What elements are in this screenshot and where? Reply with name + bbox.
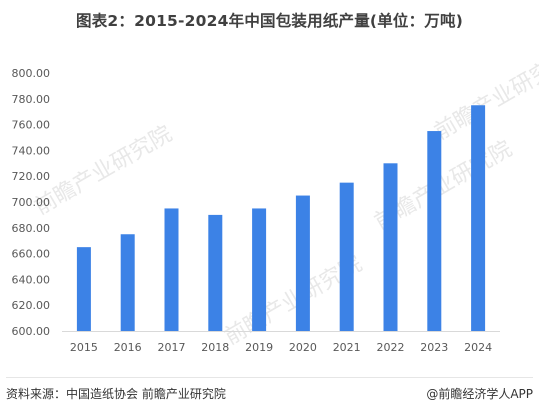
y-tick-labels: 600.00 620.00 640.00 660.00 680.00 700.00 720.… (12, 67, 51, 338)
bar-2022 (383, 163, 398, 331)
x-tick-label: 2020 (289, 341, 317, 354)
bar-2023 (427, 131, 442, 331)
x-tick-label: 2016 (114, 341, 142, 354)
bar-2015 (76, 247, 91, 331)
bar-2018 (208, 214, 223, 331)
y-tick-label: 720.00 (12, 170, 51, 183)
x-tick-label: 2017 (158, 341, 186, 354)
watermark-text: 前瞻产业研究院 (31, 122, 177, 221)
brand-credit: @前瞻经济学人APP (426, 387, 533, 401)
y-tick-label: 680.00 (12, 222, 51, 235)
x-tick-label: 2023 (420, 341, 448, 354)
bar-2017 (164, 208, 179, 331)
y-tick-label: 640.00 (12, 273, 51, 286)
x-tick-label: 2022 (377, 341, 405, 354)
bar-2024 (471, 105, 486, 331)
y-tick-label: 620.00 (12, 299, 51, 312)
y-tick-label: 760.00 (12, 119, 51, 132)
footer-divider (6, 377, 533, 378)
bar-2020 (295, 195, 310, 331)
bar-2019 (252, 208, 267, 331)
source-note: 资料来源：中国造纸协会 前瞻产业研究院 (6, 387, 226, 401)
x-tick-labels: 2015 2016 2017 2018 2019 2020 2021 2022 2023 2024 (70, 341, 492, 354)
bar-2016 (120, 234, 135, 331)
y-tick-label: 660.00 (12, 248, 51, 261)
x-tick-label: 2018 (201, 341, 229, 354)
y-tick-label: 800.00 (12, 67, 51, 80)
y-tick-label: 740.00 (12, 144, 51, 157)
chart-title: 图表2：2015-2024年中国包装用纸产量(单位：万吨) (76, 12, 463, 30)
x-tick-label: 2019 (245, 341, 273, 354)
x-tick-label: 2021 (333, 341, 361, 354)
y-tick-label: 700.00 (12, 196, 51, 209)
bars (76, 105, 486, 331)
x-tick-label: 2015 (70, 341, 98, 354)
x-tick-label: 2024 (464, 341, 492, 354)
y-tick-label: 780.00 (12, 93, 51, 106)
bar-2021 (339, 182, 354, 331)
y-tick-label: 600.00 (12, 325, 51, 338)
